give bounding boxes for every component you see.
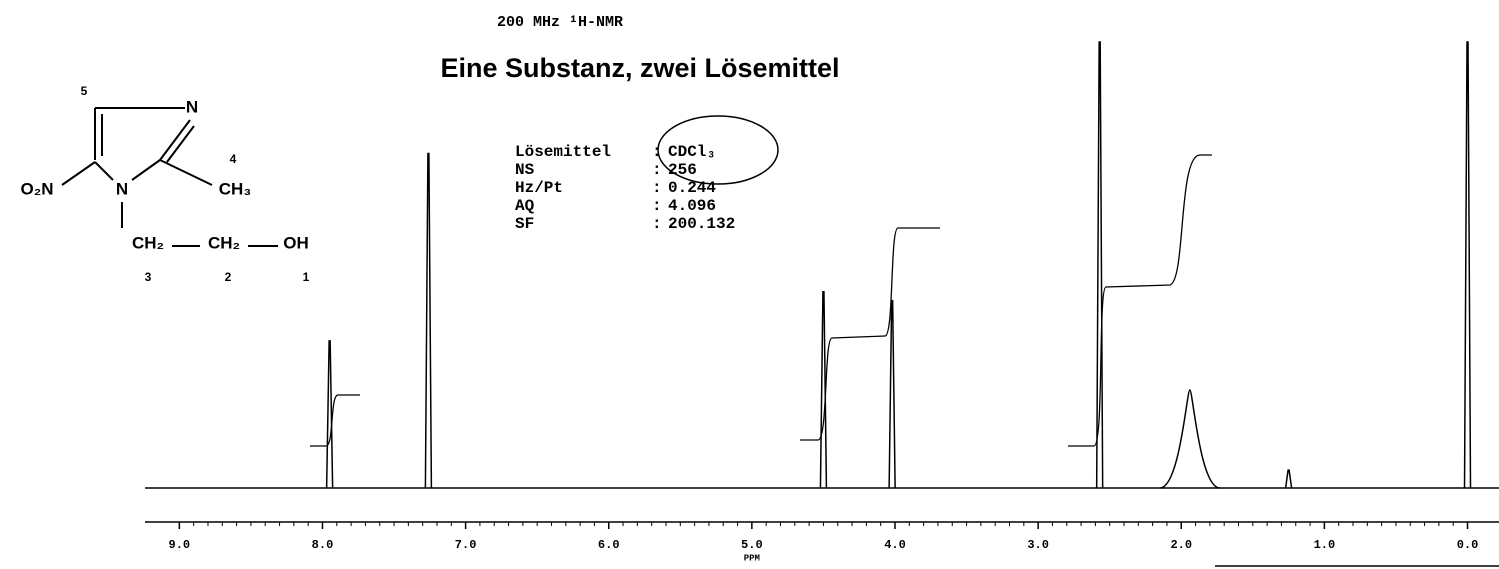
- colon: :: [652, 197, 662, 215]
- atom: N: [116, 179, 128, 198]
- param-value: 4.096: [668, 197, 716, 215]
- param-label: AQ: [515, 197, 535, 215]
- parameters: Lösemittel CDCl₃ NS 256 Hz/Pt 0.244 AQ 4…: [515, 115, 779, 233]
- param-value: 256: [668, 161, 697, 179]
- integrals: [310, 154, 1212, 447]
- peak: [325, 340, 334, 489]
- atom: O₂N: [20, 179, 53, 198]
- atom-number: 2: [225, 270, 232, 284]
- x-tick-label: 0.0: [1457, 538, 1479, 552]
- molecule: N O₂N N CH₃ CH₂ CH₂ OH 5 4 3 2 1: [20, 84, 309, 284]
- x-tick-label: 3.0: [1027, 538, 1049, 552]
- integral-curve: [310, 394, 360, 447]
- x-tick-label: 1.0: [1314, 538, 1336, 552]
- atom: CH₂: [208, 233, 240, 252]
- param-label: SF: [515, 215, 534, 233]
- x-tick-label: 9.0: [169, 538, 191, 552]
- colon: :: [652, 143, 662, 161]
- colon: :: [652, 215, 662, 233]
- param-label: Lösemittel: [515, 143, 611, 161]
- x-tick-label: 7.0: [455, 538, 477, 552]
- peak: [888, 299, 896, 489]
- x-tick-label: 2.0: [1170, 538, 1192, 552]
- atom: CH₃: [219, 179, 251, 198]
- x-tick-label: 5.0: [741, 538, 763, 552]
- peak: [1095, 41, 1104, 489]
- atom-number: 3: [145, 270, 152, 284]
- param-label: NS: [515, 161, 535, 179]
- param-value: 200.132: [668, 215, 735, 233]
- peak: [424, 152, 433, 489]
- peak: [1284, 469, 1293, 489]
- integral-curve: [800, 227, 940, 441]
- chart-subtitle: 200 MHz ¹H-NMR: [497, 14, 623, 31]
- param-value: 0.244: [668, 179, 716, 197]
- x-tick-label: 6.0: [598, 538, 620, 552]
- colon: :: [652, 179, 662, 197]
- param-value: CDCl₃: [668, 143, 716, 161]
- chart-title: Eine Substanz, zwei Lösemittel: [440, 53, 839, 83]
- colon: :: [652, 161, 662, 179]
- atom-number: 1: [303, 270, 310, 284]
- atom-number: 5: [81, 84, 88, 98]
- x-tick-label: 4.0: [884, 538, 906, 552]
- peak: [819, 291, 828, 489]
- x-tick-label: 8.0: [312, 538, 334, 552]
- peak: [1159, 389, 1221, 489]
- x-axis-label: PPM: [744, 553, 760, 563]
- atom: CH₂: [132, 233, 164, 252]
- atom: OH: [283, 233, 309, 252]
- atom: N: [186, 97, 198, 116]
- atom-number: 4: [230, 152, 237, 166]
- param-label: Hz/Pt: [515, 179, 563, 197]
- peak: [1463, 41, 1472, 489]
- integral-curve: [1068, 154, 1212, 447]
- solvent-circle: [657, 115, 779, 185]
